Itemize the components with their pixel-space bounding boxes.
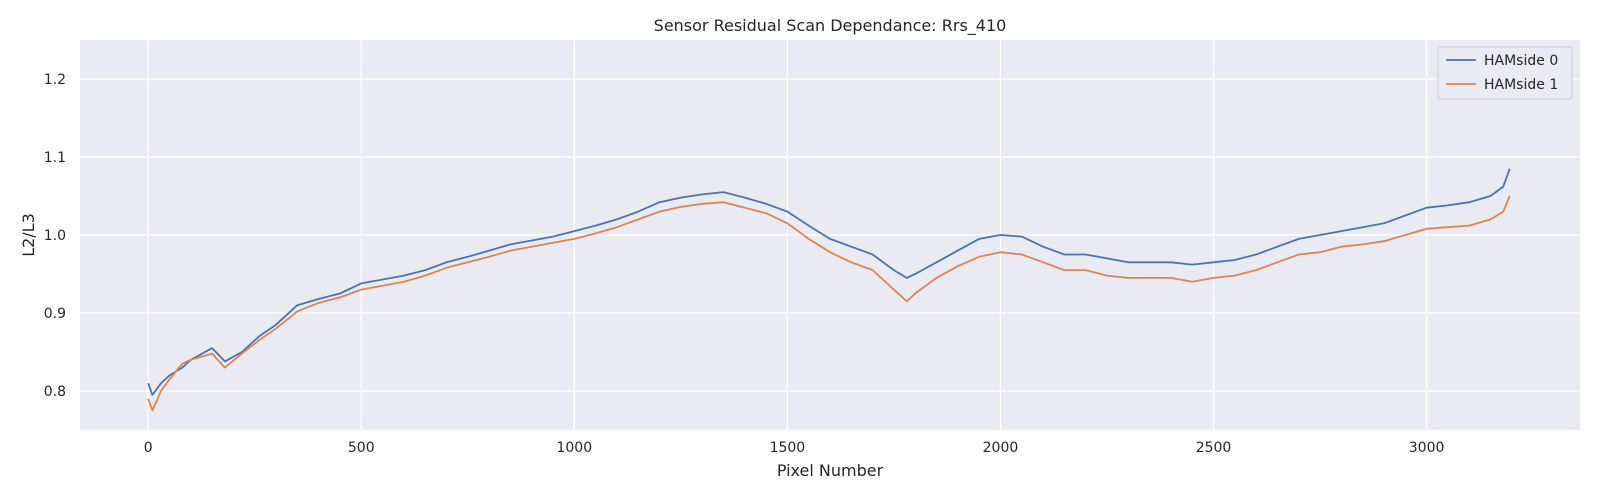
y-tick-label: 1.2 <box>44 72 66 88</box>
series-layer <box>147 168 1511 412</box>
x-tick-label: 2500 <box>1196 440 1232 456</box>
x-tick-label: 500 <box>348 440 375 456</box>
grid-lines <box>80 40 1580 430</box>
y-tick-label: 1.0 <box>44 228 66 244</box>
y-tick-label: 0.9 <box>44 306 66 322</box>
x-tick-label: 2000 <box>983 440 1019 456</box>
series-line-hamside-1 <box>147 195 1511 412</box>
legend-label-hamside-1: HAMside 1 <box>1484 77 1558 93</box>
legend-label-hamside-0: HAMside 0 <box>1484 53 1558 69</box>
chart-title: Sensor Residual Scan Dependance: Rrs_410 <box>654 16 1007 36</box>
y-axis-label: L2/L3 <box>19 213 38 257</box>
x-tick-label: 0 <box>144 440 153 456</box>
x-tick-label: 1000 <box>556 440 592 456</box>
y-tick-label: 1.1 <box>44 150 66 166</box>
x-tick-label: 1500 <box>770 440 806 456</box>
legend: HAMside 0 HAMside 1 <box>1437 46 1573 100</box>
x-tick-labels: 0 500 1000 1500 2000 2500 3000 <box>144 440 1445 456</box>
y-tick-labels: 0.8 0.9 1.0 1.1 1.2 <box>44 72 66 400</box>
x-tick-label: 3000 <box>1409 440 1445 456</box>
series-line-hamside-0 <box>147 168 1511 396</box>
y-tick-label: 0.8 <box>44 384 66 400</box>
x-axis-label: Pixel Number <box>777 461 884 480</box>
